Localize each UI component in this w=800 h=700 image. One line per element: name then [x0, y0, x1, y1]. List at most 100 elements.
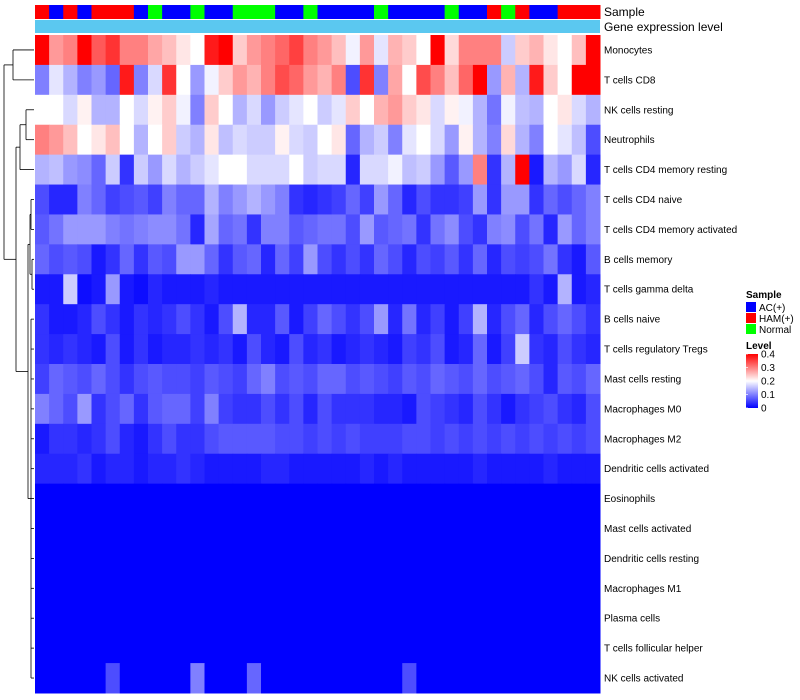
heatmap-cell: [106, 185, 121, 215]
heatmap-cell: [487, 214, 502, 244]
heatmap-cell: [148, 155, 163, 185]
heatmap-cell: [529, 394, 544, 424]
heatmap-cell: [388, 244, 403, 274]
heatmap-cell: [176, 394, 191, 424]
heatmap-cell: [106, 514, 121, 544]
heatmap-cell: [431, 214, 446, 244]
heatmap-cell: [374, 573, 389, 603]
heatmap-cell: [544, 454, 559, 484]
heatmap-cell: [501, 304, 516, 334]
heatmap-cell: [501, 484, 516, 514]
heatmap-cell: [247, 424, 262, 454]
heatmap-cell: [529, 95, 544, 125]
heatmap-chart: Sample Gene expression level MonocytesT …: [0, 0, 800, 700]
heatmap-cell: [374, 65, 389, 95]
heatmap-cell: [92, 244, 107, 274]
heatmap-cell: [431, 185, 446, 215]
heatmap-cell: [49, 543, 64, 573]
heatmap-cell: [219, 334, 234, 364]
heatmap-cell: [473, 424, 488, 454]
heatmap-cell: [92, 65, 107, 95]
heatmap-cell: [261, 543, 276, 573]
heatmap-cell: [501, 244, 516, 274]
expression-annotation-bar: [35, 20, 600, 33]
heatmap-cell: [529, 364, 544, 394]
heatmap-cell: [459, 394, 474, 424]
heatmap-cell: [360, 95, 375, 125]
legend-sample-entries: AC(+)HAM(+)Normal: [746, 302, 794, 336]
heatmap-cell: [473, 633, 488, 663]
heatmap-cell: [558, 304, 573, 334]
heatmap-cell: [374, 214, 389, 244]
heatmap-cell: [346, 603, 361, 633]
heatmap-cell: [35, 65, 50, 95]
heatmap-cell: [233, 274, 248, 304]
heatmap-cell: [49, 244, 64, 274]
heatmap-cell: [77, 424, 92, 454]
heatmap-cell: [544, 35, 559, 65]
heatmap-cell: [529, 543, 544, 573]
heatmap-cell: [388, 603, 403, 633]
heatmap-cell: [176, 155, 191, 185]
heatmap-cell: [77, 633, 92, 663]
heatmap-cell: [303, 663, 318, 693]
heatmap-cell: [515, 484, 530, 514]
heatmap-cell: [148, 543, 163, 573]
heatmap-cell: [162, 394, 177, 424]
heatmap-cell: [346, 573, 361, 603]
heatmap-cell: [558, 394, 573, 424]
heatmap-cell: [402, 274, 417, 304]
heatmap-cell: [148, 484, 163, 514]
heatmap-cell: [431, 125, 446, 155]
heatmap-cell: [205, 214, 220, 244]
heatmap-cell: [261, 334, 276, 364]
heatmap-cell: [303, 364, 318, 394]
heatmap-cell: [445, 95, 460, 125]
heatmap-cell: [529, 573, 544, 603]
heatmap-cell: [346, 65, 361, 95]
heatmap-cell: [416, 424, 431, 454]
heatmap-cell: [318, 214, 333, 244]
heatmap-cell: [529, 484, 544, 514]
heatmap-cell: [162, 484, 177, 514]
heatmap-cell: [374, 484, 389, 514]
heatmap-cell: [501, 573, 516, 603]
heatmap-cell: [572, 155, 587, 185]
heatmap-cell: [501, 663, 516, 693]
heatmap-cell: [205, 125, 220, 155]
heatmap-cell: [63, 334, 78, 364]
heatmap-cell: [360, 274, 375, 304]
heatmap-cell: [473, 543, 488, 573]
heatmap-cell: [190, 185, 205, 215]
sample-annotation-cell: [388, 5, 403, 19]
heatmap-cell: [445, 543, 460, 573]
heatmap-cell: [63, 603, 78, 633]
heatmap-cell: [247, 274, 262, 304]
heatmap-cell: [247, 603, 262, 633]
heatmap-cell: [402, 573, 417, 603]
row-label: Eosinophils: [604, 494, 655, 505]
heatmap-cell: [148, 663, 163, 693]
heatmap-cell: [431, 573, 446, 603]
heatmap-cell: [289, 155, 304, 185]
heatmap-cell: [49, 155, 64, 185]
heatmap-cell: [77, 95, 92, 125]
sample-annotation-cell: [402, 5, 417, 19]
heatmap-cell: [388, 155, 403, 185]
heatmap-cell: [459, 35, 474, 65]
heatmap-cell: [289, 244, 304, 274]
heatmap-cell: [176, 244, 191, 274]
heatmap-cell: [303, 244, 318, 274]
heatmap-cell: [289, 35, 304, 65]
sample-annotation-cell: [162, 5, 177, 19]
heatmap-cell: [388, 394, 403, 424]
sample-annotation-cell: [473, 5, 488, 19]
heatmap-cell: [416, 364, 431, 394]
heatmap-cell: [120, 424, 135, 454]
heatmap-cell: [35, 35, 50, 65]
heatmap-cell: [558, 454, 573, 484]
heatmap-cell: [586, 155, 601, 185]
heatmap-cell: [205, 633, 220, 663]
heatmap-cell: [303, 334, 318, 364]
heatmap-cell: [473, 454, 488, 484]
